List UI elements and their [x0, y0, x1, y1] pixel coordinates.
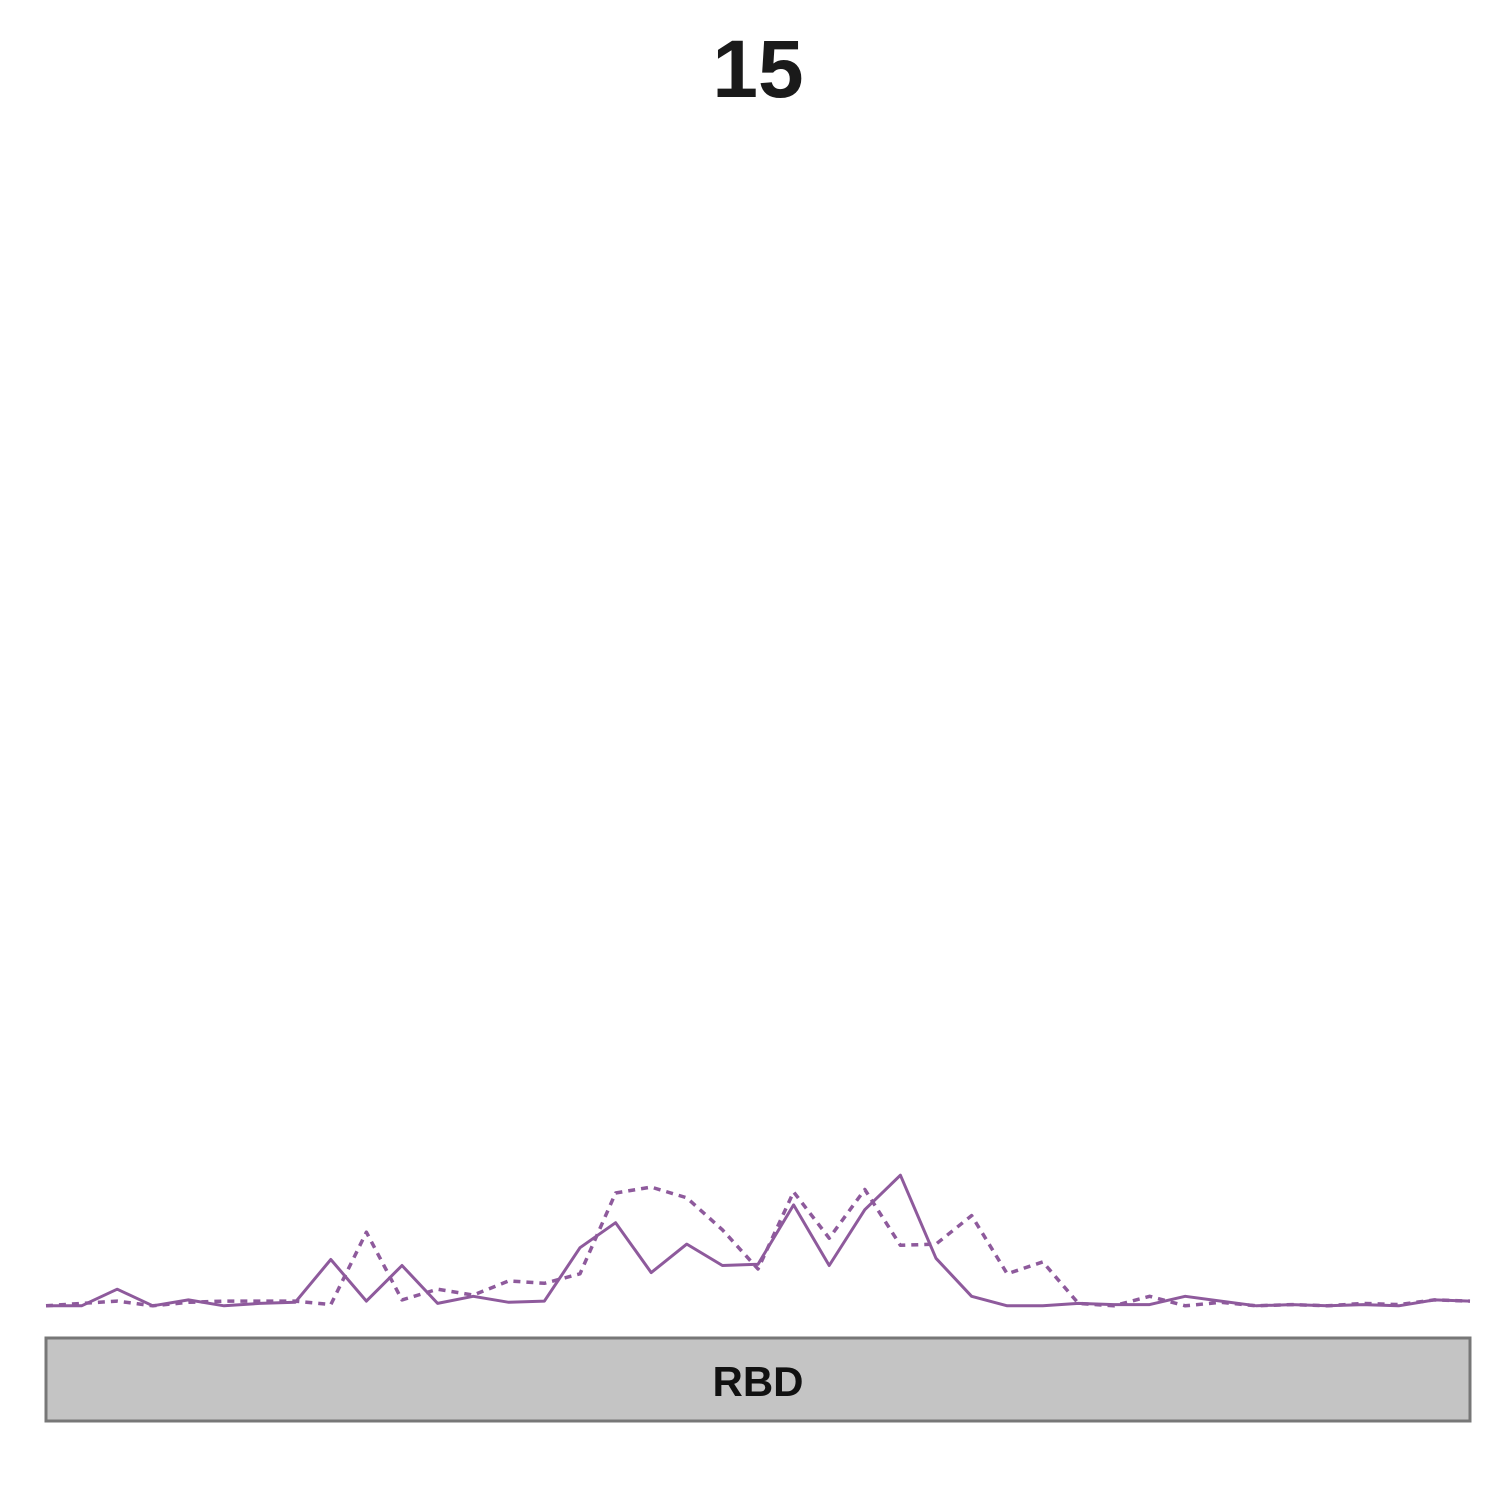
- series-line-solid: [46, 1173, 1471, 1308]
- series-line-dotted: [45, 1185, 1471, 1308]
- chart-title: 15: [712, 24, 804, 115]
- domain-box: [44, 1336, 1472, 1423]
- series-layer: [45, 1173, 1471, 1308]
- domain-label: RBD: [713, 1358, 804, 1405]
